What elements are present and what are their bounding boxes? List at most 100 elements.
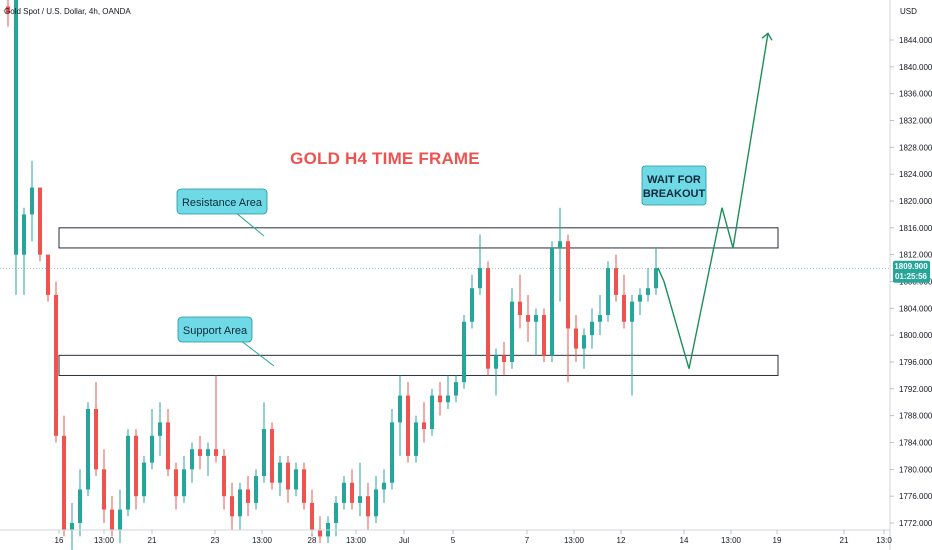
chart-title: GOLD H4 TIME FRAME: [290, 149, 480, 168]
candle-body: [470, 288, 474, 322]
candle-body: [558, 241, 562, 248]
candle-body: [278, 462, 282, 483]
price-tick-label: 1776.000: [899, 492, 932, 501]
breakout-callout-box: [641, 165, 707, 206]
candle-body: [350, 482, 354, 503]
candle-body: [222, 455, 226, 497]
price-tick-label: 1796.000: [899, 358, 932, 367]
candle-body: [334, 502, 338, 523]
support-callout-label: Support Area: [183, 325, 248, 337]
candle-body: [230, 496, 234, 517]
candle-body: [214, 449, 218, 456]
candle-body: [14, 0, 18, 255]
candle-body: [518, 301, 522, 316]
candle-body: [398, 395, 402, 423]
candle-body: [614, 268, 618, 295]
candle-body: [622, 294, 626, 322]
candle-body: [182, 469, 186, 497]
candles: [6, 0, 658, 550]
forecast-polyline: [657, 33, 769, 369]
time-tick-label: 13:0: [876, 536, 892, 545]
currency-label: USD: [900, 7, 917, 16]
zones: [58, 227, 779, 376]
candle-body: [606, 268, 610, 316]
candle-body: [414, 422, 418, 456]
candle-body: [54, 294, 58, 436]
forecast-arrowhead: [761, 32, 773, 41]
candle-body: [566, 241, 570, 329]
price-tick-label: 1840.000: [899, 63, 932, 72]
candle-body: [502, 355, 506, 362]
support-callout: Support Area: [177, 316, 275, 367]
candle-body: [422, 422, 426, 430]
price-tick-label: 1828.000: [899, 143, 932, 152]
time-tick-label: 21: [840, 536, 849, 545]
candle-body: [110, 509, 114, 530]
candle-body: [30, 187, 34, 215]
bar-countdown: 01:25:56: [895, 272, 928, 281]
plot-area[interactable]: [0, 0, 890, 530]
candle-body: [70, 523, 74, 530]
candle-body: [438, 395, 442, 403]
candle-body: [366, 496, 370, 517]
price-tick-label: 1784.000: [899, 439, 932, 448]
candle-body: [262, 429, 266, 477]
candle-body: [534, 315, 538, 322]
resistance-callout: Resistance Area: [176, 188, 268, 237]
breakout-callout-line2: BREAKOUT: [643, 188, 706, 200]
candle-body: [358, 496, 362, 503]
candle-body: [78, 489, 82, 523]
forecast-path: [657, 32, 773, 369]
breakout-callout-line1: WAIT FOR: [647, 174, 701, 186]
candle-body: [142, 462, 146, 497]
candle-body: [62, 435, 66, 530]
time-tick-label: 13:00: [252, 536, 273, 545]
candle-body: [486, 268, 490, 369]
time-tick-label: 14: [680, 536, 689, 545]
resistance-callout-label: Resistance Area: [182, 197, 263, 209]
candle-body: [374, 489, 378, 517]
candle-body: [198, 449, 202, 456]
candle-body: [462, 321, 466, 383]
time-axis[interactable]: 16 13:00 21 23 13:00 28 13:00 Jul 5 7 13:00 12 14 13:…: [55, 530, 893, 545]
candle-body: [118, 509, 122, 530]
price-tick-label: 1824.000: [899, 170, 932, 179]
candle-body: [542, 315, 546, 356]
candle-body: [390, 422, 394, 483]
price-tick-label: 1800.000: [899, 331, 932, 340]
candle-body: [302, 469, 306, 503]
candle-body: [406, 395, 410, 456]
candle-body: [454, 382, 458, 396]
candle-body: [310, 502, 314, 530]
time-tick-label: 16: [55, 536, 64, 545]
time-tick-label: 13:00: [346, 536, 367, 545]
resistance-zone: [58, 227, 779, 249]
candle-body: [206, 449, 210, 456]
time-tick-label: 23: [211, 536, 220, 545]
price-tick-label: 1820.000: [899, 197, 932, 206]
price-tick-label: 1836.000: [899, 90, 932, 99]
time-tick-label: Jul: [399, 536, 409, 545]
price-axis[interactable]: 1772.000 1776.000 1780.000 1784.000 1788.000…: [890, 36, 932, 528]
candle-body: [102, 469, 106, 510]
candle-body: [22, 214, 26, 255]
candle-body: [238, 489, 242, 517]
breakout-callout: WAIT FOR BREAKOUT: [641, 165, 707, 206]
candle-body: [286, 462, 290, 490]
candle-body: [342, 482, 346, 503]
candle-body: [150, 435, 154, 463]
resistance-callout-pointer: [234, 211, 265, 237]
candle-body: [446, 395, 450, 403]
time-tick-label: 13:00: [94, 536, 115, 545]
current-price-value: 1809.900: [894, 262, 928, 271]
time-tick-label: 5: [451, 536, 456, 545]
candle-body: [246, 489, 250, 503]
resistance-callout-box: [176, 188, 268, 215]
candle-body: [510, 301, 514, 362]
candle-body: [174, 469, 178, 497]
candle-body: [46, 254, 50, 295]
candle-body: [126, 435, 130, 510]
current-price-tag-background: [893, 260, 930, 283]
current-price-tag: 1809.900 01:25:56: [893, 260, 930, 283]
